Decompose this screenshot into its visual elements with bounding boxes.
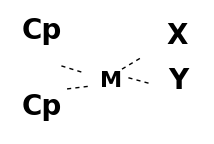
Text: Cp: Cp xyxy=(21,93,62,121)
Text: Y: Y xyxy=(168,67,188,95)
Text: M: M xyxy=(100,71,122,91)
Text: X: X xyxy=(167,22,188,50)
Text: Cp: Cp xyxy=(21,17,62,45)
